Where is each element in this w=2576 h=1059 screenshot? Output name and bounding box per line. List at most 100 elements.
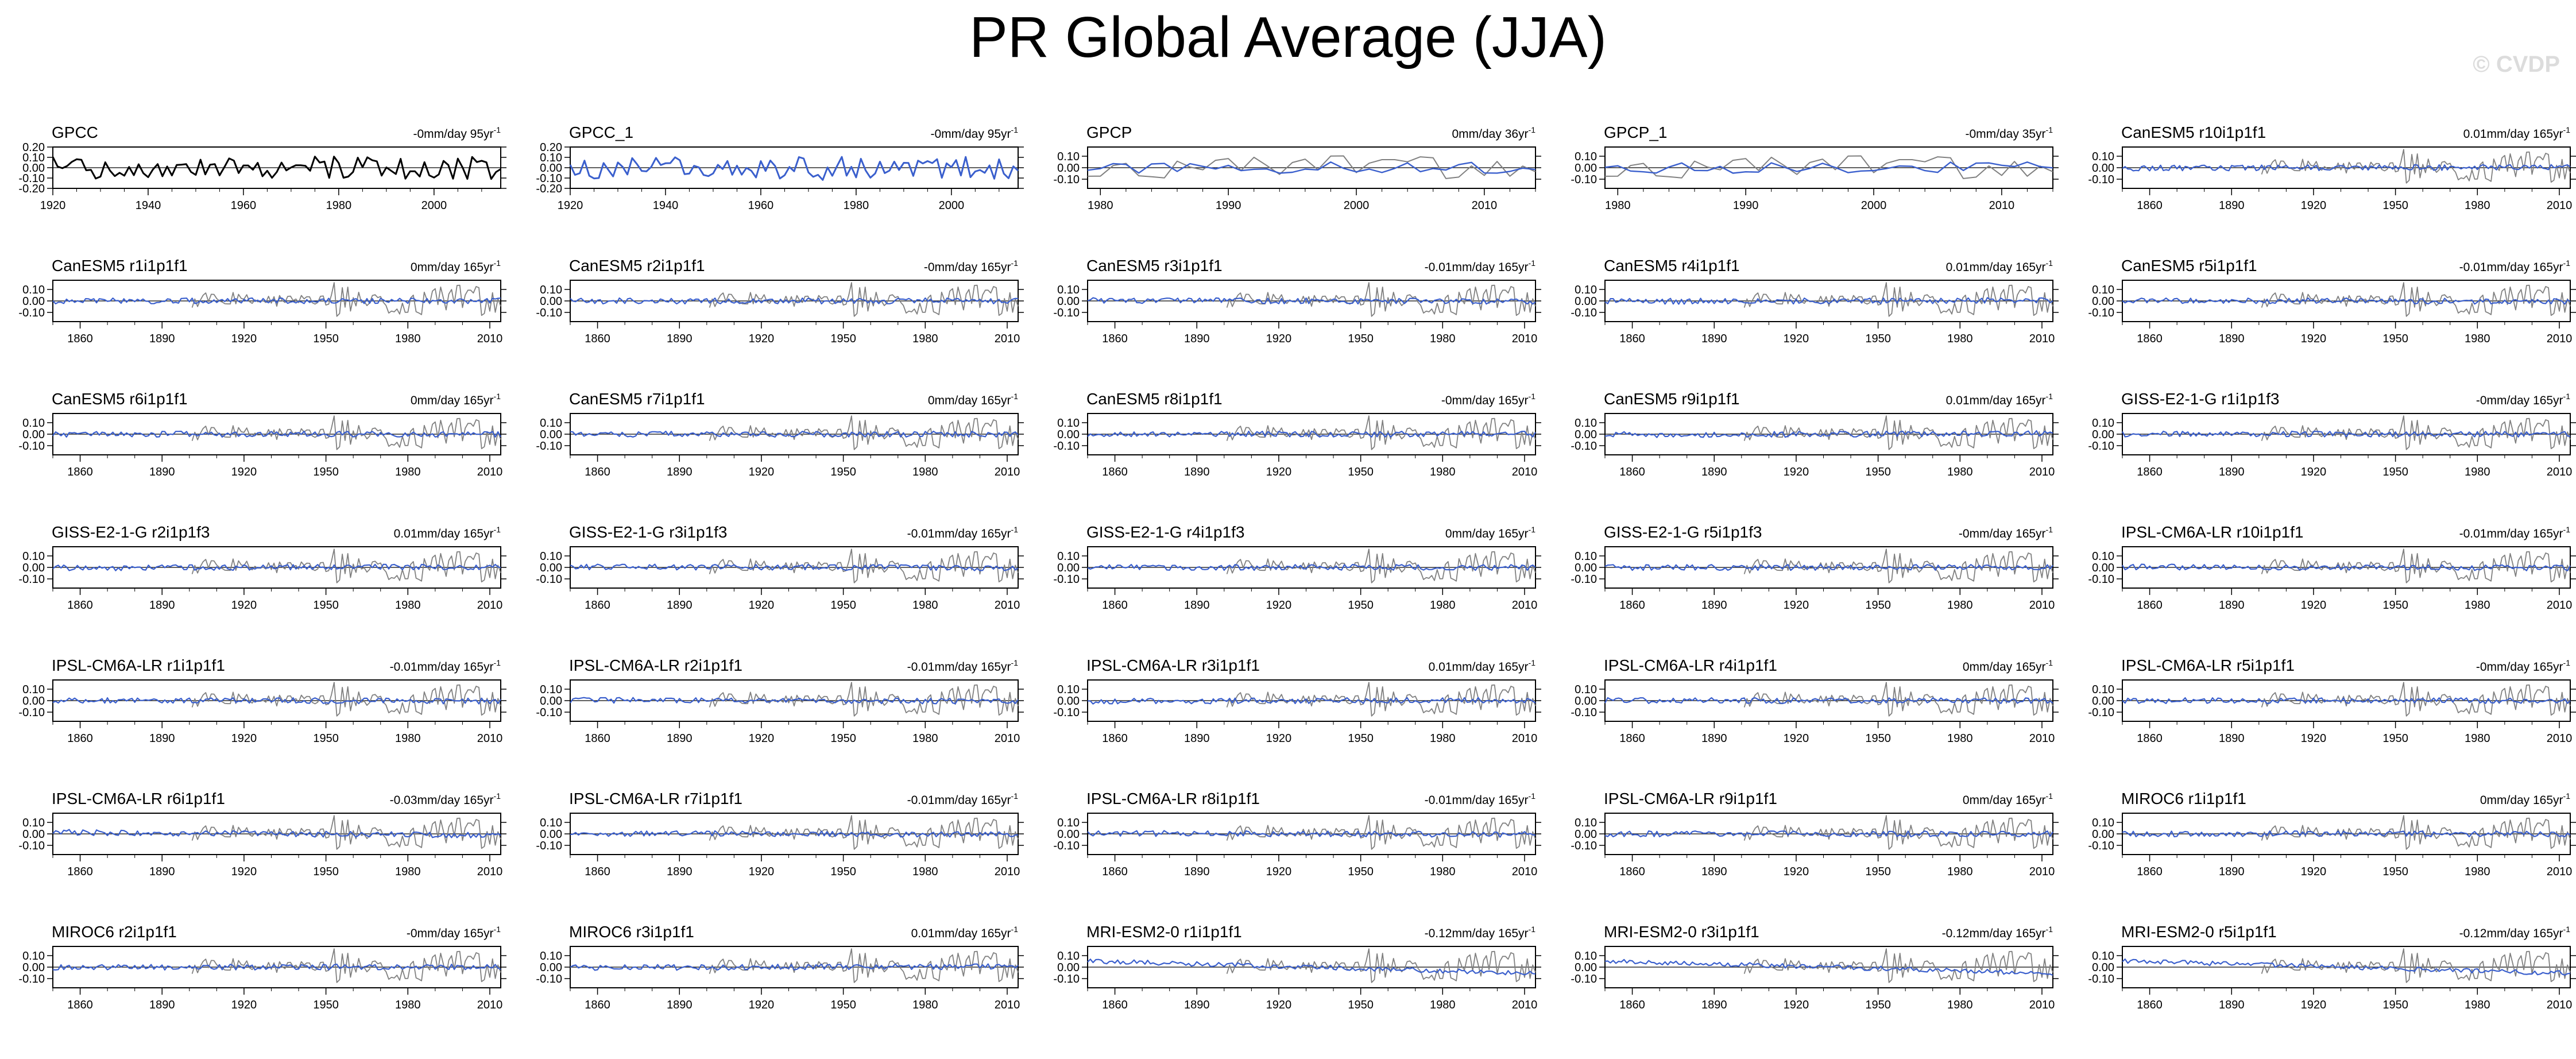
y-tick-label: 0.10 <box>540 284 562 296</box>
trend-label: 0.01mm/day 165yr-1 <box>1429 658 1536 674</box>
y-tick-label: -0.10 <box>1571 307 1597 319</box>
y-tick-label: 0.00 <box>1575 428 1597 441</box>
x-tick-label: 2000 <box>939 199 965 212</box>
x-tick-label: 1860 <box>585 865 610 878</box>
x-tick-label: 1950 <box>313 865 339 878</box>
panel-giss-e2-1-g-r2i1p1f3: GISS-E2-1-G r2i1p1f3 0.01mm/day 165yr-1 -0… <box>18 523 506 612</box>
y-tick-label: 0.10 <box>1575 683 1597 696</box>
y-tick-label: -0.10 <box>1053 973 1080 985</box>
x-tick-label: 1860 <box>1102 865 1128 878</box>
y-tick-label: -0.10 <box>18 573 45 586</box>
trend-superscript: -1 <box>2046 525 2053 534</box>
trend-superscript: -1 <box>1529 791 1536 801</box>
x-tick-label: 2010 <box>995 333 1020 345</box>
panel-name: GPCC_1 <box>569 123 633 141</box>
trend-superscript: -1 <box>2046 125 2053 134</box>
x-tick-label: 2010 <box>2547 333 2573 345</box>
trend-superscript: -1 <box>494 392 501 401</box>
x-tick-label: 2010 <box>2547 999 2573 1011</box>
x-tick-label: 2000 <box>1344 199 1370 212</box>
trend-label: -0mm/day 95yr-1 <box>413 125 501 141</box>
y-tick-label: -0.10 <box>18 440 45 453</box>
x-tick-label: 1860 <box>1619 865 1645 878</box>
y-tick-label: 0.00 <box>2092 828 2114 841</box>
y-tick-label: 0.20 <box>540 141 562 154</box>
y-tick-label: -0.10 <box>536 172 562 185</box>
y-tick-label: -0.10 <box>1571 973 1597 985</box>
y-tick-label: 0.00 <box>2092 961 2114 974</box>
x-tick-label: 1890 <box>1701 865 1727 878</box>
x-tick-label: 1950 <box>2382 732 2408 745</box>
x-tick-label: 1860 <box>1102 333 1128 345</box>
series-line <box>1087 697 1536 705</box>
x-tick-label: 1860 <box>1619 999 1645 1011</box>
obs-overlay-line <box>1743 948 2053 983</box>
x-tick-label: 1890 <box>667 466 693 478</box>
x-tick-label: 1950 <box>313 599 339 612</box>
trend-label: 0.01mm/day 165yr-1 <box>2463 125 2571 141</box>
y-tick-label: 0.00 <box>1057 162 1080 175</box>
trend-superscript: -1 <box>1011 525 1019 534</box>
x-tick-label: 1950 <box>1348 865 1374 878</box>
x-tick-label: 1980 <box>912 865 938 878</box>
y-tick-label: 0.10 <box>22 550 45 563</box>
trend-label: -0.01mm/day 165yr-1 <box>1425 791 1536 807</box>
x-tick-label: 2010 <box>2029 599 2055 612</box>
x-tick-label: 1980 <box>1947 732 1973 745</box>
x-tick-label: 1950 <box>830 732 856 745</box>
obs-overlay-line <box>2261 415 2571 450</box>
x-tick-label: 1860 <box>585 466 610 478</box>
x-tick-label: 1980 <box>1605 199 1631 212</box>
trend-superscript: -1 <box>2563 925 2571 934</box>
panel-name: MIROC6 r3i1p1f1 <box>569 923 694 941</box>
trend-superscript: -1 <box>2563 392 2571 401</box>
x-tick-label: 1920 <box>2301 466 2327 478</box>
x-tick-label: 1890 <box>2219 466 2245 478</box>
panel-giss-e2-1-g-r4i1p1f3: GISS-E2-1-G r4i1p1f3 0mm/day 165yr-1 -0.10… <box>1053 523 1541 612</box>
x-tick-label: 1920 <box>2301 599 2327 612</box>
y-tick-label: 0.10 <box>2092 683 2114 696</box>
panel-name: IPSL-CM6A-LR r8i1p1f1 <box>1086 790 1260 807</box>
y-tick-label: -0.10 <box>1053 573 1080 586</box>
x-tick-label: 1950 <box>1348 333 1374 345</box>
x-tick-label: 1980 <box>2465 732 2490 745</box>
x-tick-label: 1890 <box>667 865 693 878</box>
x-tick-label: 1950 <box>830 865 856 878</box>
y-tick-label: -0.10 <box>2088 440 2114 453</box>
y-tick-label: 0.00 <box>1575 961 1597 974</box>
y-tick-label: 0.00 <box>1575 295 1597 308</box>
y-tick-label: 0.10 <box>540 817 562 829</box>
x-tick-label: 1920 <box>1266 333 1292 345</box>
x-tick-label: 1950 <box>1865 732 1891 745</box>
x-tick-label: 1920 <box>749 732 775 745</box>
trend-superscript: -1 <box>494 925 501 934</box>
x-tick-label: 1890 <box>1184 466 1210 478</box>
x-tick-label: 2010 <box>1472 199 1498 212</box>
y-tick-label: 0.10 <box>1057 817 1080 829</box>
x-tick-label: 1950 <box>1865 333 1891 345</box>
panel-name: CanESM5 r3i1p1f1 <box>1086 257 1223 275</box>
trend-superscript: -1 <box>2563 658 2571 667</box>
panel-mri-esm2-0-r3i1p1f1: MRI-ESM2-0 r3i1p1f1 -0.12mm/day 165yr-1 -0… <box>1571 923 2059 1011</box>
y-tick-label: -0.20 <box>18 183 45 195</box>
y-tick-label: -0.10 <box>1571 440 1597 453</box>
x-tick-label: 2010 <box>477 732 503 745</box>
x-tick-label: 1920 <box>1784 999 1809 1011</box>
series-line <box>2122 563 2571 571</box>
y-tick-label: -0.10 <box>1053 840 1080 852</box>
x-tick-label: 1950 <box>313 466 339 478</box>
y-tick-label: 0.10 <box>540 683 562 696</box>
trend-superscript: -1 <box>2563 125 2571 134</box>
panel-canesm5-r4i1p1f1: CanESM5 r4i1p1f1 0.01mm/day 165yr-1-0.100… <box>1571 257 2059 345</box>
x-tick-label: 1890 <box>1184 599 1210 612</box>
y-tick-label: 0.00 <box>1057 961 1080 974</box>
series-line <box>52 563 501 571</box>
x-tick-label: 1920 <box>1266 466 1292 478</box>
y-tick-label: 0.10 <box>2092 817 2114 829</box>
x-tick-label: 1950 <box>1348 599 1374 612</box>
y-tick-label: 0.00 <box>540 295 562 308</box>
x-tick-label: 1860 <box>2137 466 2163 478</box>
series-line <box>1087 430 1536 438</box>
x-tick-label: 1990 <box>1216 199 1241 212</box>
trend-superscript: -1 <box>1529 525 1536 534</box>
